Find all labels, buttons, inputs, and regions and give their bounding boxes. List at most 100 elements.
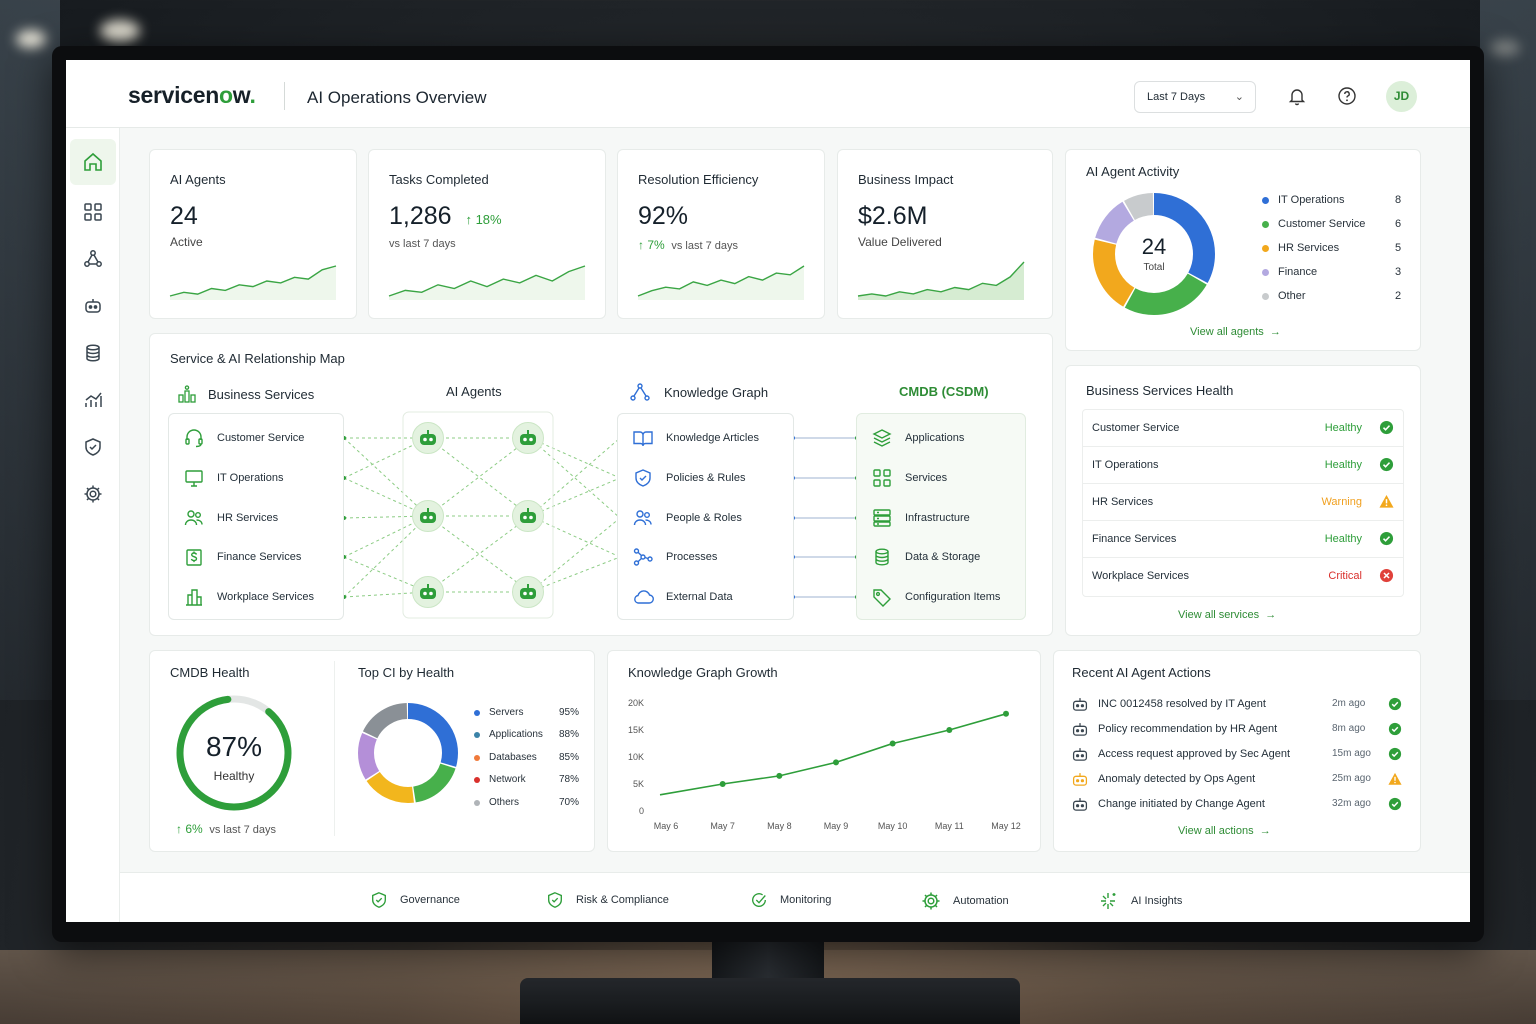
map-node-services[interactable]: Services xyxy=(871,467,947,489)
node-label: Workplace Services xyxy=(217,591,314,603)
footer-governance[interactable]: Governance xyxy=(370,891,460,909)
database-icon xyxy=(875,548,889,566)
map-node-knowledge-articles[interactable]: Knowledge Articles xyxy=(632,427,759,449)
link-label: View all agents xyxy=(1190,326,1264,338)
services-health-list xyxy=(1082,409,1404,597)
ai-agent-node[interactable] xyxy=(512,422,544,454)
check-circle-icon xyxy=(1388,697,1402,711)
robot-icon xyxy=(1072,773,1088,786)
service-health-row[interactable]: IT Operations Healthy xyxy=(1082,447,1404,484)
ai-agent-node[interactable] xyxy=(412,422,444,454)
footer-monitoring[interactable]: Monitoring xyxy=(750,891,831,909)
map-node-it-operations[interactable]: IT Operations xyxy=(183,467,283,489)
ai-agent-node[interactable] xyxy=(412,576,444,608)
check-circle-icon xyxy=(1379,531,1394,546)
action-row[interactable]: Change initiated by Change Agent 32m ago xyxy=(1072,795,1402,815)
action-row[interactable]: Policy recommendation by HR Agent 8m ago xyxy=(1072,720,1402,740)
brand-logo[interactable]: servicenow. xyxy=(128,82,256,108)
cmdb-health-value: 87% xyxy=(205,731,263,762)
kpi-subtitle: vs last 7 days xyxy=(671,240,738,252)
map-node-customer-service[interactable]: Customer Service xyxy=(183,427,304,449)
user-avatar[interactable]: JD xyxy=(1386,81,1417,112)
sidebar-item-network[interactable] xyxy=(70,236,116,282)
network-icon xyxy=(84,250,102,267)
map-node-people-roles[interactable]: People & Roles xyxy=(632,507,742,529)
gear-icon xyxy=(84,485,102,503)
check-circle-icon xyxy=(1379,457,1394,472)
sparkline-area xyxy=(858,262,1024,300)
robot-icon xyxy=(1072,698,1088,711)
sidebar-item-home[interactable] xyxy=(70,139,116,185)
kpi-card-agents[interactable]: AI Agents 24 Active xyxy=(149,149,357,319)
action-time: 25m ago xyxy=(1332,773,1371,784)
sidebar-item-settings[interactable] xyxy=(70,471,116,517)
ai-agent-node[interactable] xyxy=(412,500,444,532)
legend-item: Network xyxy=(474,774,526,785)
legend-value: 3 xyxy=(1395,266,1402,278)
map-node-policies-rules[interactable]: Policies & Rules xyxy=(632,467,745,489)
legend-value: 78% xyxy=(559,774,580,785)
footer-automation[interactable]: Automation xyxy=(921,891,1009,911)
action-row[interactable]: Anomaly detected by Ops Agent 25m ago xyxy=(1072,770,1402,790)
bell-icon[interactable] xyxy=(1287,86,1307,106)
map-node-data-storage[interactable]: Data & Storage xyxy=(871,546,980,568)
kpi-card-impact[interactable]: Business Impact $2.6M Value Delivered xyxy=(837,149,1053,319)
view-all-actions-link[interactable]: View all actions → xyxy=(1178,825,1271,837)
data-point xyxy=(946,727,953,733)
service-name: IT Operations xyxy=(1092,459,1159,471)
map-node-external-data[interactable]: External Data xyxy=(632,586,733,608)
sidebar-item-agents[interactable] xyxy=(70,283,116,329)
footer-risk-compliance[interactable]: Risk & Compliance xyxy=(546,891,669,909)
kpi-delta-row: ↑ 7% vs last 7 days xyxy=(638,238,738,252)
legend-value: 2 xyxy=(1395,290,1402,302)
date-range-select[interactable]: Last 7 Days ⌄ xyxy=(1134,81,1256,113)
service-name: Finance Services xyxy=(1092,533,1177,545)
legend-label: Network xyxy=(489,774,526,785)
view-all-services-link[interactable]: View all services → xyxy=(1178,609,1276,621)
legend-label: Customer Service xyxy=(1278,218,1366,230)
service-name: Customer Service xyxy=(1092,422,1180,434)
ai-agent-node[interactable] xyxy=(512,576,544,608)
sidebar-item-data[interactable] xyxy=(70,330,116,376)
warning-icon xyxy=(1388,772,1402,785)
kpi-title: Tasks Completed xyxy=(389,172,489,187)
x-tick-label: May 8 xyxy=(767,821,792,831)
sidebar-item-dashboards[interactable] xyxy=(70,189,116,235)
status-text: Warning xyxy=(1321,496,1362,508)
action-row[interactable]: Access request approved by Sec Agent 15m … xyxy=(1072,745,1402,765)
footer-ai-insights[interactable]: AI Insights xyxy=(1099,891,1182,911)
data-point xyxy=(776,772,783,779)
kpi-number: 1,286 xyxy=(389,202,452,230)
map-node-configuration-items[interactable]: Configuration Items xyxy=(871,586,1000,608)
service-health-row[interactable]: Workplace Services Critical xyxy=(1082,558,1404,595)
sparkline-impact xyxy=(857,261,1025,300)
kpi-card-tasks[interactable]: Tasks Completed 1,286 ↑ 18% vs last 7 da… xyxy=(368,149,606,319)
sparkline-area xyxy=(638,266,804,300)
map-node-hr-services[interactable]: HR Services xyxy=(183,507,278,529)
service-health-row[interactable]: Customer Service Healthy xyxy=(1082,410,1404,447)
knowledge-graph-panel: Knowledge Articles Policies & Rules Peop… xyxy=(617,413,794,620)
map-node-applications[interactable]: Applications xyxy=(871,427,964,449)
robot-icon xyxy=(1072,723,1088,736)
kpi-value: 24 xyxy=(170,202,198,230)
sidebar-item-analytics[interactable] xyxy=(70,377,116,423)
help-icon[interactable] xyxy=(1337,86,1357,106)
map-node-processes[interactable]: Processes xyxy=(632,546,717,568)
cmdb-panel: Applications Services Infrastructure Dat… xyxy=(856,413,1026,620)
footer-label: Risk & Compliance xyxy=(576,894,669,906)
service-health-row[interactable]: Finance Services Healthy xyxy=(1082,521,1404,558)
chevron-down-icon: ⌄ xyxy=(1234,91,1244,103)
sidebar-item-security[interactable] xyxy=(70,424,116,470)
view-all-agents-link[interactable]: View all agents → xyxy=(1190,326,1281,338)
x-tick-label: May 9 xyxy=(824,821,849,831)
sparkline-line xyxy=(169,265,337,297)
kpi-card-efficiency[interactable]: Resolution Efficiency 92% ↑ 7% vs last 7… xyxy=(617,149,825,319)
relationship-connectors xyxy=(342,411,859,619)
action-row[interactable]: INC 0012458 resolved by IT Agent 2m ago xyxy=(1072,695,1402,715)
ai-agents-heading: AI Agents xyxy=(446,384,502,399)
map-node-infrastructure[interactable]: Infrastructure xyxy=(871,507,970,529)
map-node-workplace-services[interactable]: Workplace Services xyxy=(183,586,314,608)
map-node-finance-services[interactable]: Finance Services xyxy=(183,546,301,568)
service-health-row[interactable]: HR Services Warning xyxy=(1082,484,1404,521)
ai-agent-node[interactable] xyxy=(512,500,544,532)
